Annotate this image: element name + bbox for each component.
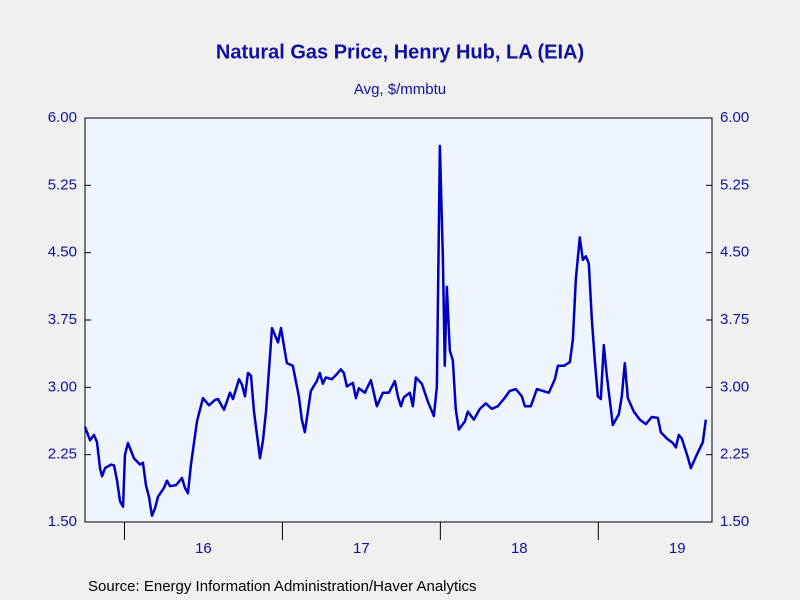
y-tick-label: 4.50 — [48, 244, 77, 261]
line-series — [83, 144, 708, 517]
y2-tick-label: 6.00 — [720, 109, 749, 126]
plot-area — [84, 117, 713, 523]
chart-subtitle: Avg, $/mmbtu — [354, 81, 446, 98]
y2-tick-label: 3.75 — [720, 311, 749, 328]
x-tick-label: 17 — [353, 540, 370, 557]
y-tick-label: 3.75 — [48, 311, 77, 328]
y-tick-label: 1.50 — [48, 513, 77, 530]
source-note: Source: Energy Information Administratio… — [88, 578, 477, 595]
x-tick-label: 19 — [669, 540, 686, 557]
x-tick-label: 18 — [511, 540, 528, 557]
y-tick-label: 5.25 — [48, 176, 77, 193]
y2-tick-label: 5.25 — [720, 176, 749, 193]
y2-tick-label: 4.50 — [720, 244, 749, 261]
y2-tick-label: 2.25 — [720, 446, 749, 463]
x-tick-label: 16 — [195, 540, 212, 557]
y-tick-label: 2.25 — [48, 446, 77, 463]
y-tick-label: 6.00 — [48, 109, 77, 126]
y-tick-label: 3.00 — [48, 378, 77, 395]
chart-title: Natural Gas Price, Henry Hub, LA (EIA) — [216, 41, 584, 63]
y2-tick-label: 1.50 — [720, 513, 749, 530]
y2-tick-label: 3.00 — [720, 378, 749, 395]
